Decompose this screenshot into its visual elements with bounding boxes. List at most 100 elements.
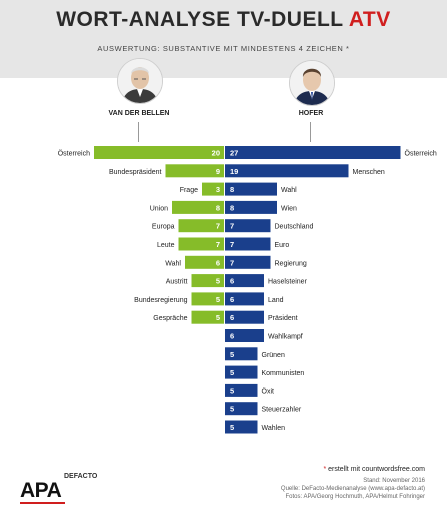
word-label-left: Bundesregierung	[134, 297, 187, 304]
bar-right	[225, 383, 258, 397]
word-label-right: Euro	[275, 242, 290, 249]
subtitle-star: *	[346, 44, 350, 53]
title-main: WORT-ANALYSE TV-DUELL	[56, 8, 349, 31]
word-label-left: Leute	[157, 242, 175, 249]
word-label-right: Kommunisten	[262, 370, 305, 377]
bar-right	[225, 164, 349, 178]
word-label-right: Wien	[281, 205, 297, 212]
footer-source: Quelle: DeFacto-Medienanalyse (www.apa-d…	[280, 486, 425, 492]
candidate-right-name: HOFER	[298, 110, 324, 117]
title-accent: ATV	[348, 8, 391, 31]
word-label-right: Menschen	[353, 169, 385, 176]
bar-right	[225, 219, 271, 233]
value-label-right: 5	[230, 386, 234, 395]
bar-left	[191, 292, 224, 306]
value-label-left: 7	[216, 222, 220, 231]
bar-right	[225, 237, 271, 251]
logo-underline	[20, 502, 65, 504]
word-label-right: Steuerzahler	[262, 407, 302, 414]
bar-right	[225, 402, 258, 416]
value-label-right: 6	[230, 332, 234, 341]
value-label-right: 5	[230, 423, 234, 432]
value-label-right: 5	[230, 368, 234, 377]
value-label-left: 6	[216, 258, 220, 267]
bar-right	[225, 182, 277, 196]
logo-apa-text: APA	[20, 479, 62, 502]
value-label-left: 8	[216, 203, 220, 212]
word-label-right: Öxit	[262, 387, 275, 395]
bar-right	[225, 329, 264, 342]
value-label-left: 5	[216, 295, 220, 304]
bar-left	[191, 310, 224, 324]
value-label-right: 7	[230, 258, 234, 267]
word-label-right: Regierung	[275, 260, 307, 267]
word-label-right: Deutschland	[275, 224, 314, 231]
footer-star: *	[323, 466, 327, 473]
person-icon	[118, 59, 162, 103]
logo-defacto-text: DEFACTO	[64, 473, 98, 480]
subtitle-text: AUSWERTUNG: SUBSTANTIVE MIT MINDESTENS 4…	[97, 44, 344, 53]
value-label-right: 7	[230, 222, 234, 231]
word-label-right: Grünen	[262, 352, 285, 359]
value-label-left: 3	[216, 185, 220, 194]
value-label-right: 27	[230, 149, 238, 158]
bar-right	[225, 310, 264, 324]
bar-right	[225, 146, 401, 159]
bar-right	[225, 365, 258, 379]
value-label-left: 5	[216, 313, 220, 322]
apa-defacto-logo: APA DEFACTO	[20, 473, 98, 504]
word-label-left: Union	[150, 205, 168, 212]
word-label-left: Europa	[152, 224, 175, 231]
bar-left	[178, 237, 224, 251]
word-label-right: Land	[268, 297, 284, 304]
bar-right	[225, 200, 277, 214]
bar-left	[185, 255, 224, 269]
value-label-right: 8	[230, 185, 234, 194]
word-label-right: Wahlen	[262, 425, 286, 432]
value-label-left: 9	[216, 167, 220, 176]
value-label-right: 5	[230, 350, 234, 359]
value-label-right: 6	[230, 313, 234, 322]
bar-left	[165, 164, 224, 178]
word-label-right: Präsident	[268, 315, 298, 322]
portrait-van-der-bellen	[117, 58, 163, 104]
bar-left	[172, 200, 224, 214]
value-label-right: 6	[230, 295, 234, 304]
connector-line-right	[310, 122, 311, 142]
chart-subtitle: AUSWERTUNG: SUBSTANTIVE MIT MINDESTENS 4…	[0, 44, 447, 53]
footer-note: * erstellt mit countwordsfree.com	[323, 466, 425, 473]
bar-right	[225, 274, 264, 288]
bar-right	[225, 420, 258, 434]
footer-photos: Fotos: APA/Georg Hochmuth, APA/Helmut Fo…	[285, 494, 425, 500]
value-label-right: 8	[230, 203, 234, 212]
word-label-left: Frage	[180, 187, 198, 194]
footer-stand: Stand: November 2016	[363, 478, 425, 484]
candidate-left-name: VAN DER BELLEN	[108, 110, 170, 117]
bar-right	[225, 292, 264, 306]
connector-line-left	[138, 122, 139, 142]
bar-right	[225, 347, 258, 361]
word-label-right: Österreich	[405, 150, 437, 158]
bar-left	[191, 274, 224, 288]
word-label-left: Austritt	[166, 279, 188, 286]
chart-title: WORT-ANALYSE TV-DUELL ATV	[0, 8, 447, 32]
footer-note-text: erstellt mit countwordsfree.com	[326, 466, 425, 473]
person-icon	[290, 61, 334, 105]
value-label-right: 19	[230, 167, 238, 176]
value-label-right: 7	[230, 240, 234, 249]
portrait-hofer	[289, 60, 335, 106]
value-label-left: 5	[216, 277, 220, 286]
header-band	[0, 0, 447, 78]
bar-left	[202, 182, 224, 196]
value-label-right: 5	[230, 405, 234, 414]
bar-left	[94, 146, 224, 159]
bar-right	[225, 255, 271, 269]
value-label-left: 7	[216, 240, 220, 249]
word-label-left: Bundespräsident	[109, 169, 162, 176]
word-label-right: Wahlkampf	[268, 334, 303, 341]
word-label-left: Gespräche	[153, 315, 187, 322]
word-label-right: Wahl	[281, 187, 297, 194]
value-label-right: 6	[230, 277, 234, 286]
bar-left	[178, 219, 224, 233]
